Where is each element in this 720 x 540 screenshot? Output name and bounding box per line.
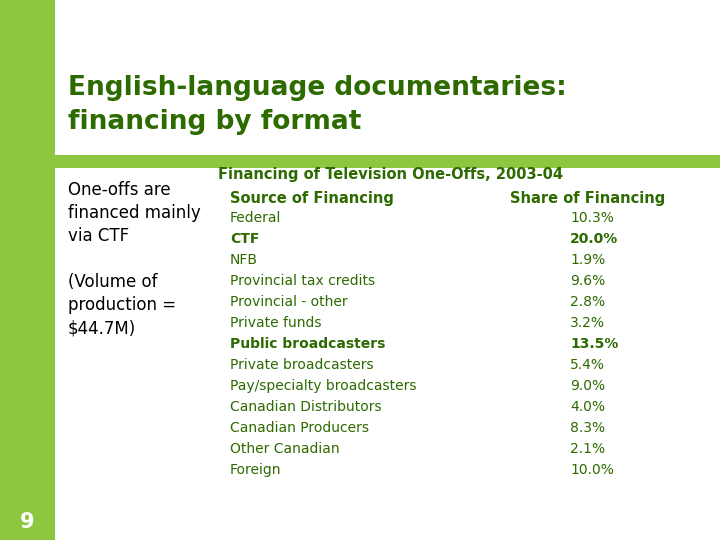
- Text: 10.0%: 10.0%: [570, 463, 614, 477]
- Text: Federal: Federal: [230, 211, 282, 225]
- Text: One-offs are: One-offs are: [68, 181, 171, 199]
- Text: 2.1%: 2.1%: [570, 442, 605, 456]
- Text: 5.4%: 5.4%: [570, 358, 605, 372]
- Text: Other Canadian: Other Canadian: [230, 442, 340, 456]
- Text: (Volume of: (Volume of: [68, 273, 158, 291]
- Text: Canadian Distributors: Canadian Distributors: [230, 400, 382, 414]
- Text: 9.0%: 9.0%: [570, 379, 605, 393]
- Text: Canadian Producers: Canadian Producers: [230, 421, 369, 435]
- Text: Share of Financing: Share of Financing: [510, 191, 665, 206]
- Text: NFB: NFB: [230, 253, 258, 267]
- Text: via CTF: via CTF: [68, 227, 129, 245]
- Text: 4.0%: 4.0%: [570, 400, 605, 414]
- FancyBboxPatch shape: [55, 50, 720, 155]
- Text: English-language documentaries:: English-language documentaries:: [68, 75, 567, 101]
- Text: 2.8%: 2.8%: [570, 295, 605, 309]
- Text: 20.0%: 20.0%: [570, 232, 618, 246]
- Text: 13.5%: 13.5%: [570, 337, 618, 351]
- Text: 3.2%: 3.2%: [570, 316, 605, 330]
- Text: Foreign: Foreign: [230, 463, 282, 477]
- Text: 8.3%: 8.3%: [570, 421, 605, 435]
- Text: Pay/specialty broadcasters: Pay/specialty broadcasters: [230, 379, 416, 393]
- Text: production =: production =: [68, 296, 176, 314]
- Text: Private broadcasters: Private broadcasters: [230, 358, 374, 372]
- Text: 9: 9: [19, 512, 35, 532]
- Text: financing by format: financing by format: [68, 109, 361, 135]
- Text: $44.7M): $44.7M): [68, 319, 136, 337]
- Text: Private funds: Private funds: [230, 316, 322, 330]
- Text: Source of Financing: Source of Financing: [230, 191, 394, 206]
- Text: Public broadcasters: Public broadcasters: [230, 337, 385, 351]
- Text: 10.3%: 10.3%: [570, 211, 614, 225]
- Text: CTF: CTF: [230, 232, 259, 246]
- Text: financed mainly: financed mainly: [68, 204, 201, 222]
- Text: 9.6%: 9.6%: [570, 274, 606, 288]
- Text: Financing of Television One-Offs, 2003-04: Financing of Television One-Offs, 2003-0…: [217, 167, 562, 183]
- Bar: [55, 155, 720, 168]
- Bar: [0, 0, 55, 540]
- Text: 1.9%: 1.9%: [570, 253, 606, 267]
- Text: Provincial tax credits: Provincial tax credits: [230, 274, 375, 288]
- Text: Provincial - other: Provincial - other: [230, 295, 348, 309]
